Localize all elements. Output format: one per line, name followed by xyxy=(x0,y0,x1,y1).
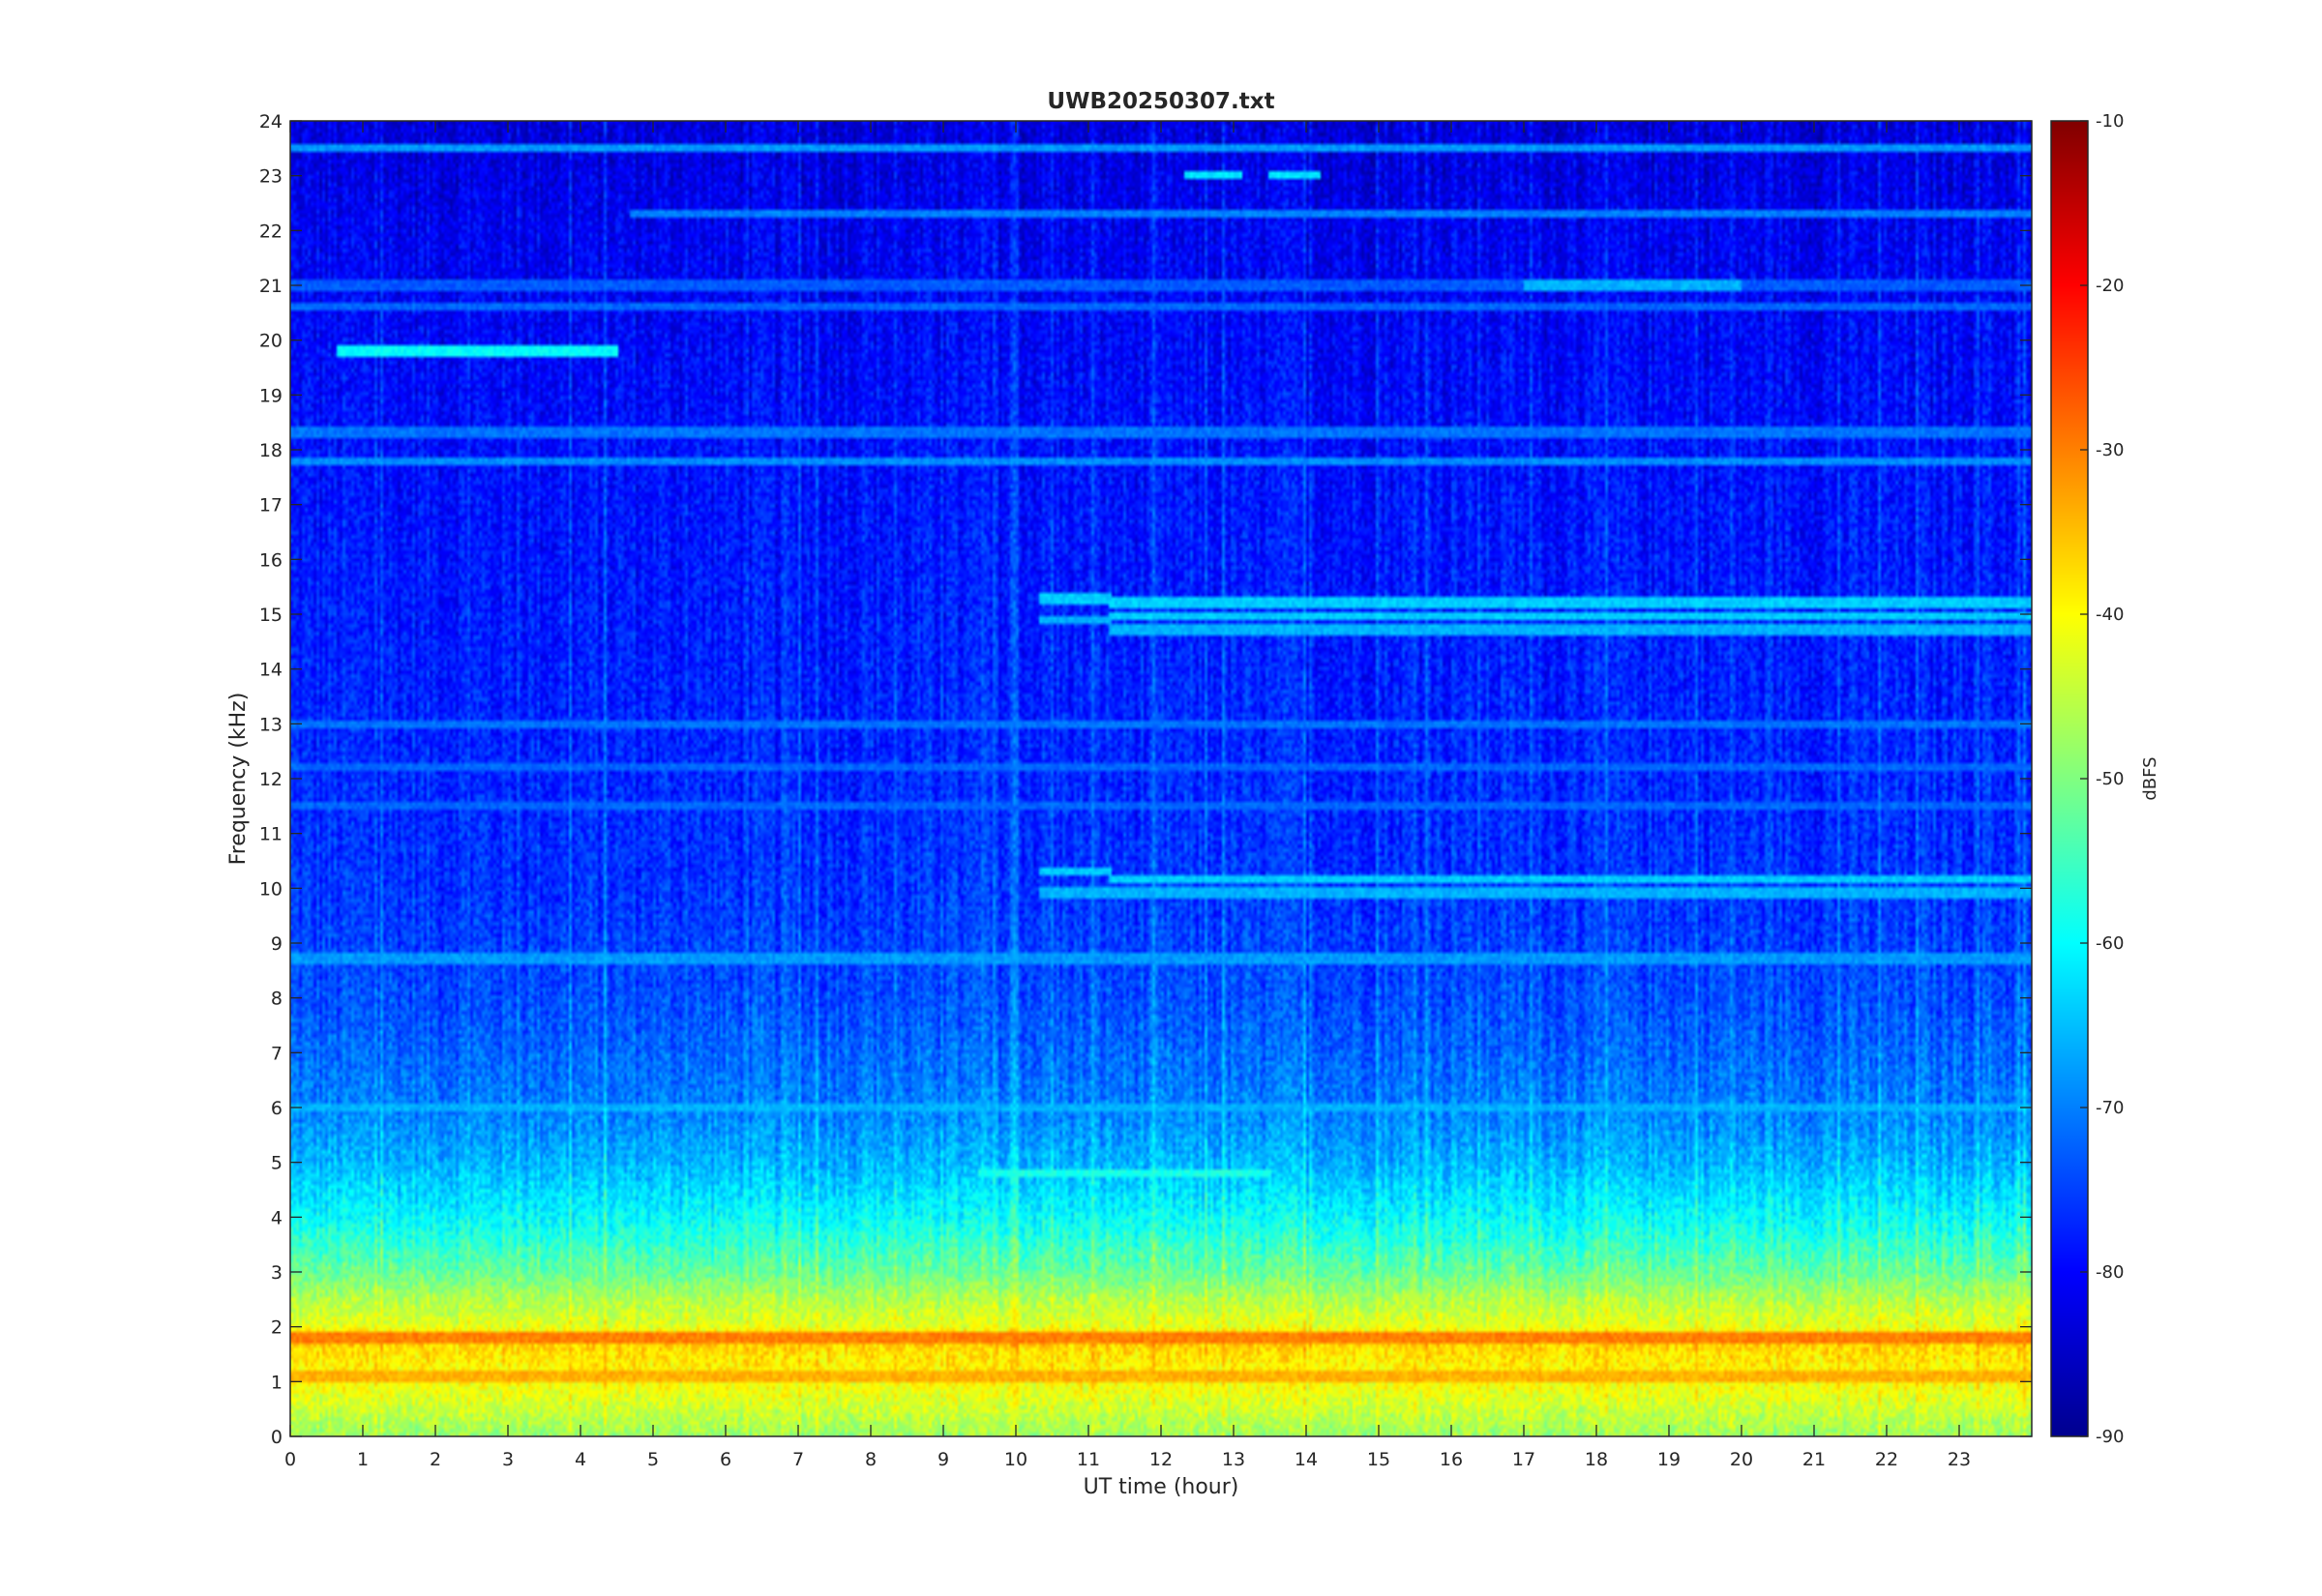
spectrogram-heatmap xyxy=(290,121,2032,1436)
x-tick-label: 11 xyxy=(1077,1449,1100,1470)
x-axis-ticks: 0 1 2 3 4 5 6 7 8 9 10 11 12 13 14 15 16 17 18 19 20 21 22 23 xyxy=(284,121,1971,1470)
y-tick-label: 23 xyxy=(259,166,283,188)
x-tick-label: 13 xyxy=(1222,1449,1245,1470)
y-tick-label: 12 xyxy=(259,769,283,790)
colorbar-tick-label: -50 xyxy=(2096,769,2124,789)
y-tick-label: 9 xyxy=(271,933,283,955)
x-tick-label: 21 xyxy=(1802,1449,1826,1470)
x-tick-label: 12 xyxy=(1149,1449,1173,1470)
y-tick-label: 13 xyxy=(259,714,283,735)
x-tick-label: 0 xyxy=(284,1449,296,1470)
x-tick-label: 17 xyxy=(1512,1449,1535,1470)
x-tick-label: 9 xyxy=(938,1449,949,1470)
y-tick-label: 4 xyxy=(271,1207,283,1228)
x-tick-label: 8 xyxy=(865,1449,877,1470)
colorbar-tick-label: -20 xyxy=(2096,276,2124,296)
y-tick-label: 11 xyxy=(259,824,283,845)
x-tick-label: 4 xyxy=(575,1449,586,1470)
x-tick-label: 10 xyxy=(1004,1449,1027,1470)
y-tick-label: 22 xyxy=(259,221,283,242)
y-axis-label: Frequency (kHz) xyxy=(226,693,251,866)
x-tick-label: 16 xyxy=(1440,1449,1463,1470)
y-tick-label: 20 xyxy=(259,331,283,352)
x-tick-label: 3 xyxy=(502,1449,514,1470)
x-tick-label: 19 xyxy=(1657,1449,1681,1470)
x-tick-label: 2 xyxy=(430,1449,441,1470)
x-tick-label: 1 xyxy=(357,1449,369,1470)
x-tick-label: 15 xyxy=(1367,1449,1390,1470)
x-tick-label: 23 xyxy=(1948,1449,1971,1470)
colorbar-tick-label: -90 xyxy=(2096,1427,2124,1447)
colorbar-label: dBFS xyxy=(2140,756,2160,800)
x-axis-label: UT time (hour) xyxy=(1084,1475,1239,1499)
y-tick-label: 3 xyxy=(271,1262,283,1284)
y-tick-label: 10 xyxy=(259,878,283,900)
y-tick-label: 5 xyxy=(271,1153,283,1174)
chart-title: UWB20250307.txt xyxy=(1047,89,1274,114)
x-tick-label: 18 xyxy=(1585,1449,1608,1470)
x-tick-label: 7 xyxy=(792,1449,804,1470)
y-tick-label: 6 xyxy=(271,1098,283,1119)
x-tick-label: 6 xyxy=(720,1449,731,1470)
colorbar-tick-label: -80 xyxy=(2096,1262,2124,1283)
y-tick-label: 15 xyxy=(259,605,283,626)
y-tick-label: 16 xyxy=(259,549,283,571)
colorbar-tick-label: -40 xyxy=(2096,605,2124,625)
y-tick-label: 0 xyxy=(271,1427,283,1448)
y-tick-label: 8 xyxy=(271,989,283,1010)
x-tick-label: 14 xyxy=(1295,1449,1318,1470)
x-tick-label: 22 xyxy=(1875,1449,1898,1470)
y-tick-label: 21 xyxy=(259,276,283,297)
y-tick-label: 17 xyxy=(259,495,283,517)
y-tick-label: 24 xyxy=(259,111,283,133)
colorbar-ticks: -90 -80 -70 -60 -50 -40 -30 -20 -10 xyxy=(2080,111,2124,1447)
x-tick-label: 5 xyxy=(647,1449,659,1470)
y-tick-label: 7 xyxy=(271,1043,283,1064)
y-tick-label: 2 xyxy=(271,1317,283,1339)
colorbar-tick-label: -60 xyxy=(2096,933,2124,954)
y-tick-label: 19 xyxy=(259,385,283,406)
colorbar-tick-label: -70 xyxy=(2096,1098,2124,1118)
colorbar-tick-label: -30 xyxy=(2096,440,2124,460)
y-tick-label: 1 xyxy=(271,1372,283,1393)
x-tick-label: 20 xyxy=(1730,1449,1753,1470)
y-tick-label: 14 xyxy=(259,660,283,681)
colorbar-tick-label: -10 xyxy=(2096,111,2124,132)
y-tick-label: 18 xyxy=(259,440,283,461)
